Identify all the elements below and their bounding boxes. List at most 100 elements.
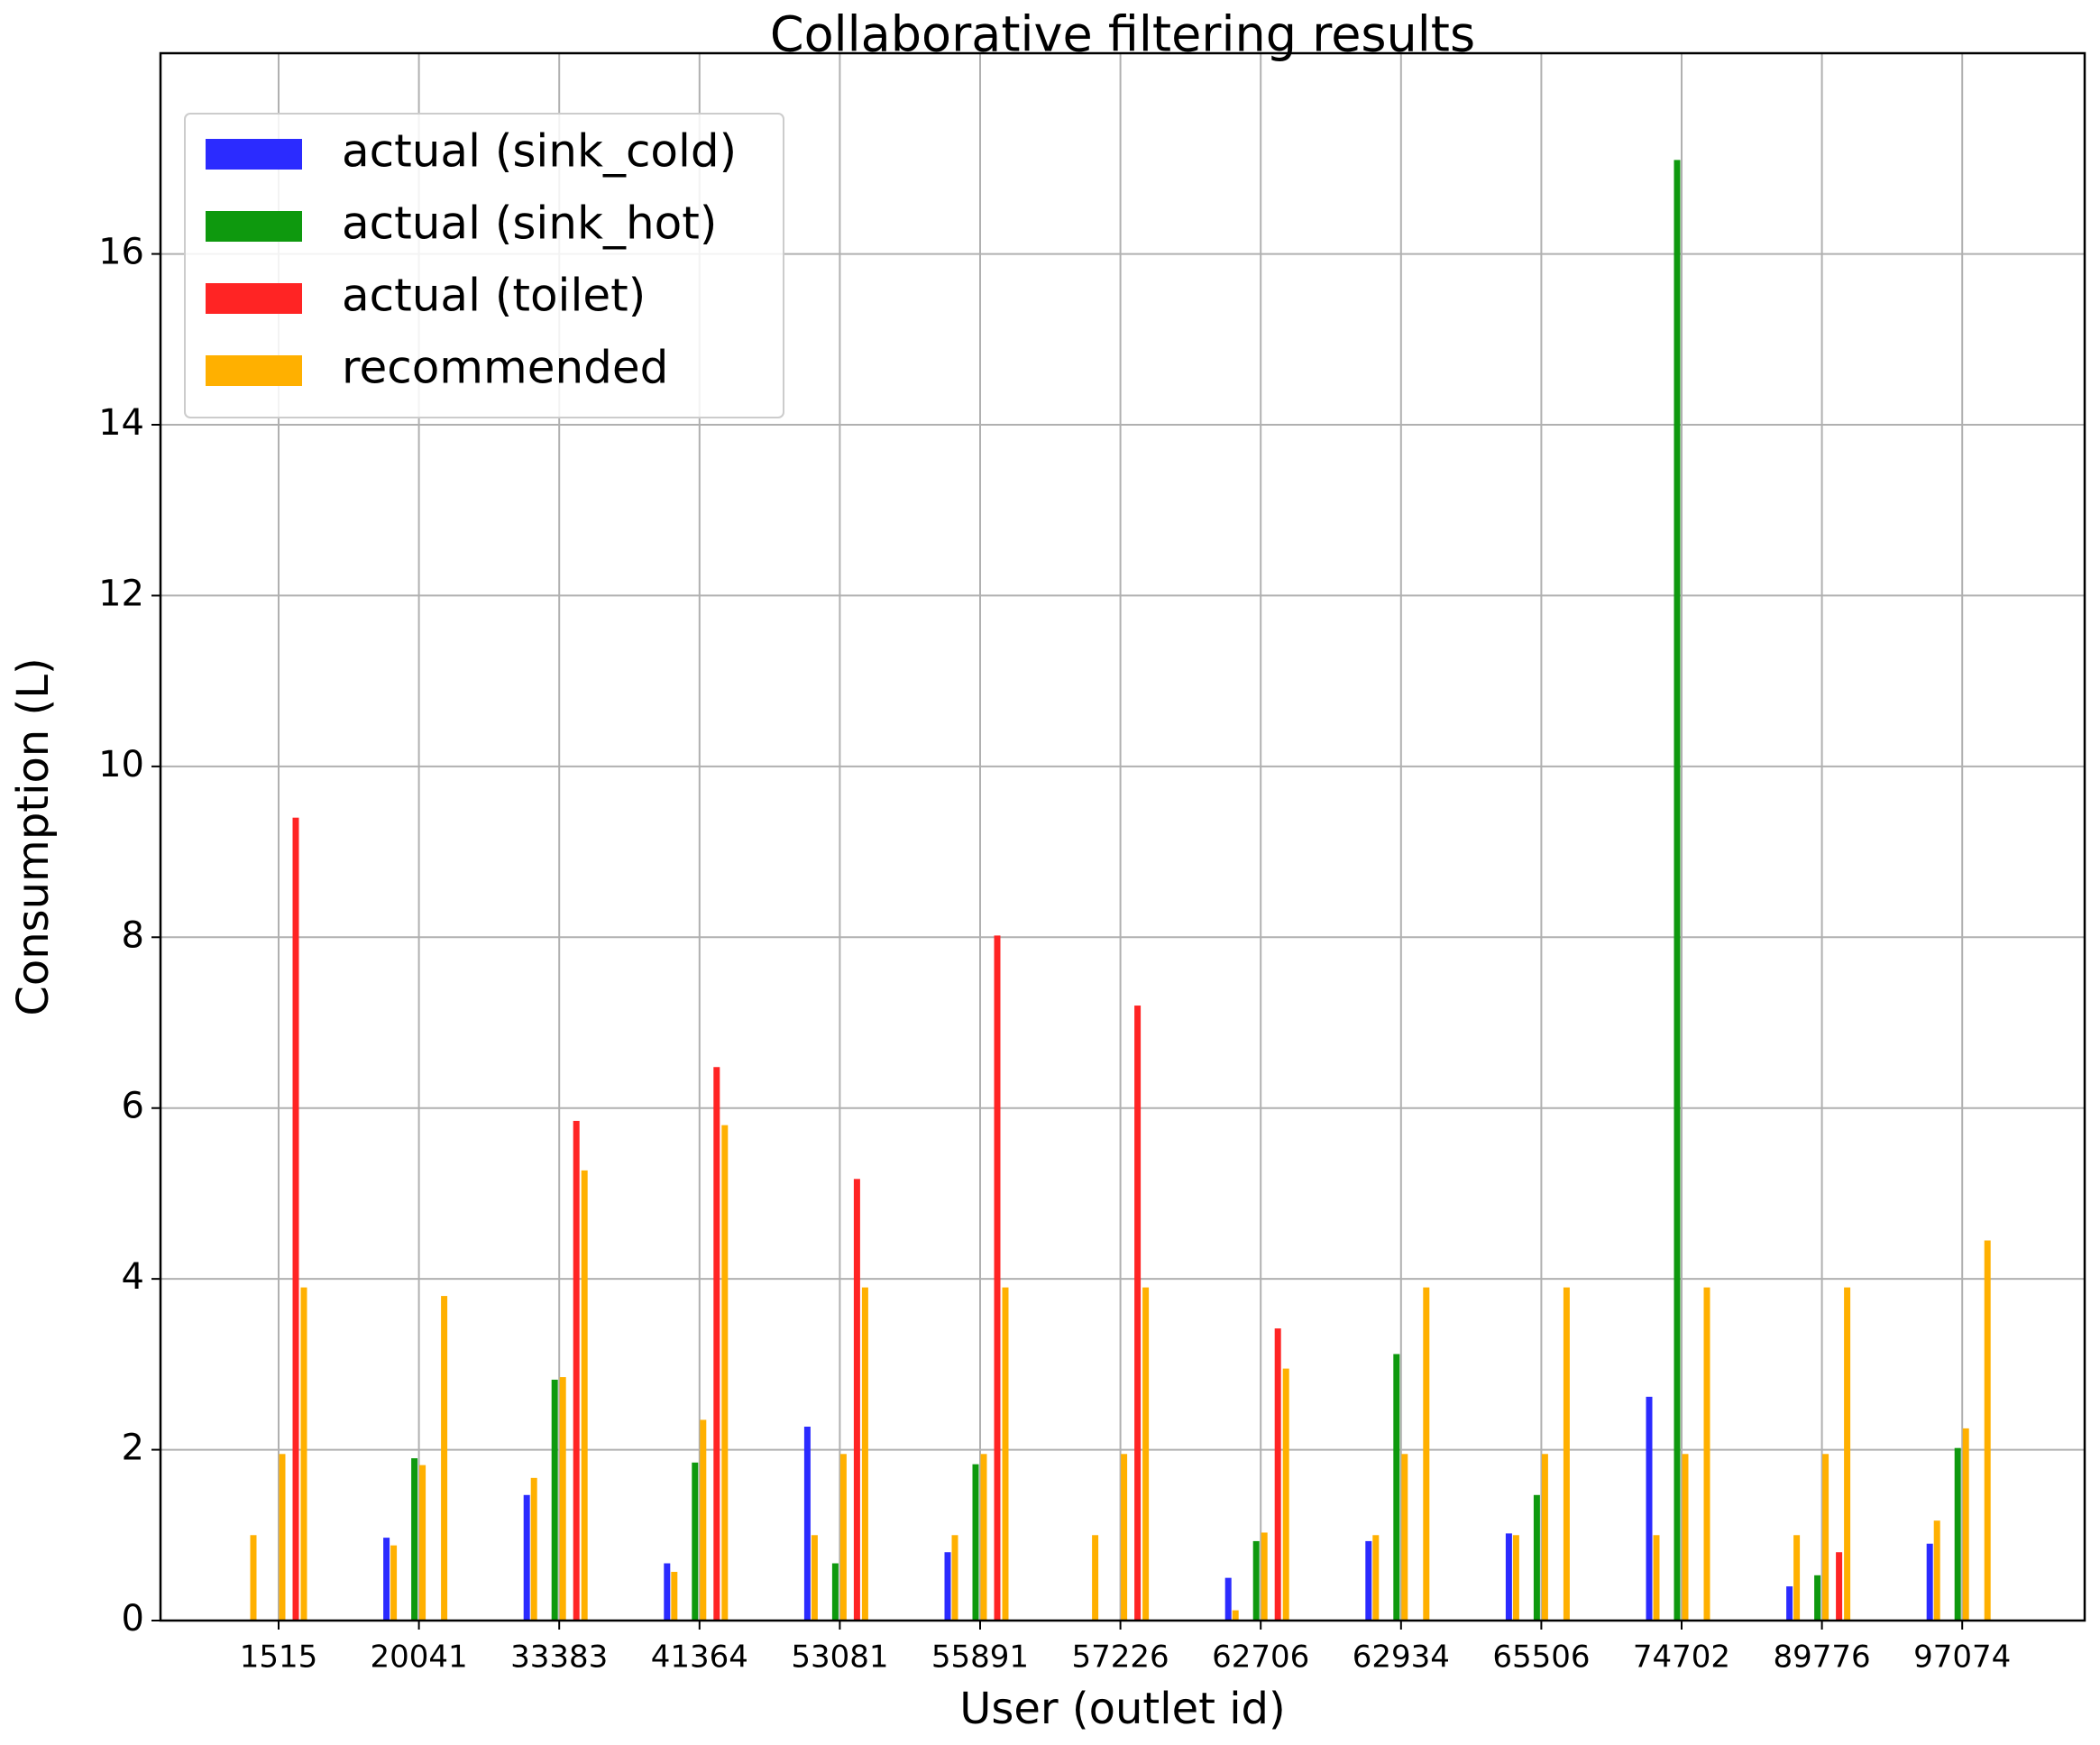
bar <box>1261 1532 1268 1621</box>
bar <box>1786 1586 1793 1621</box>
bar <box>980 1454 987 1621</box>
bar <box>671 1572 678 1621</box>
y-axis-label: Consumption (L) <box>8 657 59 1015</box>
bar <box>411 1458 418 1621</box>
bar <box>250 1535 257 1621</box>
y-tick-label: 10 <box>98 744 144 785</box>
bar <box>1002 1287 1009 1621</box>
bar <box>944 1552 951 1621</box>
bar <box>1962 1428 1969 1621</box>
bar <box>1682 1454 1689 1621</box>
bar <box>1224 1577 1232 1621</box>
bar <box>1142 1287 1150 1621</box>
x-tick-label: 41364 <box>651 1639 748 1676</box>
bar <box>300 1287 307 1621</box>
bar <box>972 1464 979 1621</box>
y-tick-label: 2 <box>122 1428 144 1469</box>
legend-label: actual (toilet) <box>342 270 646 322</box>
bar <box>1365 1540 1372 1621</box>
bar <box>803 1426 811 1621</box>
bar <box>1401 1454 1408 1621</box>
bar <box>853 1179 860 1621</box>
legend-label: actual (sink_cold) <box>342 125 737 178</box>
bar <box>1563 1287 1570 1621</box>
bar <box>1282 1368 1289 1621</box>
x-tick-label: 97074 <box>1913 1639 2011 1676</box>
bar <box>1844 1287 1851 1621</box>
legend-swatch <box>206 139 302 170</box>
bar <box>861 1287 868 1621</box>
bar <box>1512 1535 1519 1621</box>
bar <box>279 1454 286 1621</box>
bar <box>1252 1540 1260 1621</box>
x-tick-label: 57226 <box>1072 1639 1169 1676</box>
bar <box>951 1535 958 1621</box>
bar <box>1933 1520 1940 1621</box>
legend-swatch <box>206 211 302 242</box>
x-tick-label: 20041 <box>371 1639 468 1676</box>
bar <box>713 1067 720 1621</box>
bar <box>1653 1535 1660 1621</box>
bar <box>419 1465 426 1621</box>
bar <box>1646 1396 1653 1621</box>
x-tick-label: 55891 <box>931 1639 1029 1676</box>
bar <box>551 1379 558 1621</box>
bar <box>1793 1535 1801 1621</box>
bar <box>1674 160 1681 1621</box>
y-tick-label: 0 <box>122 1598 144 1639</box>
bar <box>1822 1454 1829 1621</box>
legend-label: actual (sink_hot) <box>342 197 717 250</box>
y-tick-label: 4 <box>122 1256 144 1298</box>
plot-frame <box>159 51 2086 1622</box>
bar <box>664 1563 671 1621</box>
bar <box>1274 1328 1281 1621</box>
bar <box>811 1535 818 1621</box>
bar <box>1121 1454 1128 1621</box>
y-tick-label: 12 <box>98 573 144 614</box>
bar <box>1814 1575 1821 1621</box>
bar <box>1926 1543 1933 1621</box>
bar <box>383 1538 390 1621</box>
x-tick-label: 33383 <box>510 1639 608 1676</box>
bar <box>1393 1354 1400 1621</box>
legend-swatch <box>206 355 302 386</box>
bar <box>573 1120 580 1621</box>
bar <box>1541 1454 1548 1621</box>
bar <box>1703 1287 1710 1621</box>
bar <box>523 1494 530 1621</box>
y-tick-label: 14 <box>98 402 144 444</box>
bar <box>1954 1447 1961 1621</box>
bar <box>530 1477 537 1621</box>
bar <box>994 935 1001 1621</box>
bar <box>390 1545 398 1621</box>
legend-swatch <box>206 283 302 314</box>
legend-label: recommended <box>342 342 668 394</box>
x-tick-label: 65506 <box>1492 1639 1590 1676</box>
bar <box>1092 1535 1099 1621</box>
bar <box>1505 1533 1512 1621</box>
bar <box>1372 1535 1380 1621</box>
legend: actual (sink_cold)actual (sink_hot)actua… <box>184 113 784 418</box>
x-tick-label: 53081 <box>791 1639 888 1676</box>
bar <box>831 1563 839 1621</box>
y-tick-label: 6 <box>122 1086 144 1127</box>
bar <box>839 1454 847 1621</box>
bar <box>559 1377 566 1621</box>
bar <box>1984 1240 1991 1621</box>
bar <box>692 1462 699 1621</box>
bar <box>1134 1006 1142 1621</box>
bar <box>700 1419 707 1621</box>
x-tick-label: 62934 <box>1353 1639 1450 1676</box>
bar <box>1836 1552 1843 1621</box>
x-tick-label: 1515 <box>240 1639 318 1676</box>
bar <box>581 1170 588 1621</box>
bar <box>1423 1287 1430 1621</box>
x-tick-label: 89776 <box>1774 1639 1871 1676</box>
y-tick-label: 8 <box>122 914 144 956</box>
x-tick-label: 74702 <box>1633 1639 1730 1676</box>
x-axis-label: User (outlet id) <box>959 1684 1285 1734</box>
bar <box>292 817 299 1621</box>
y-tick-label: 16 <box>98 232 144 273</box>
